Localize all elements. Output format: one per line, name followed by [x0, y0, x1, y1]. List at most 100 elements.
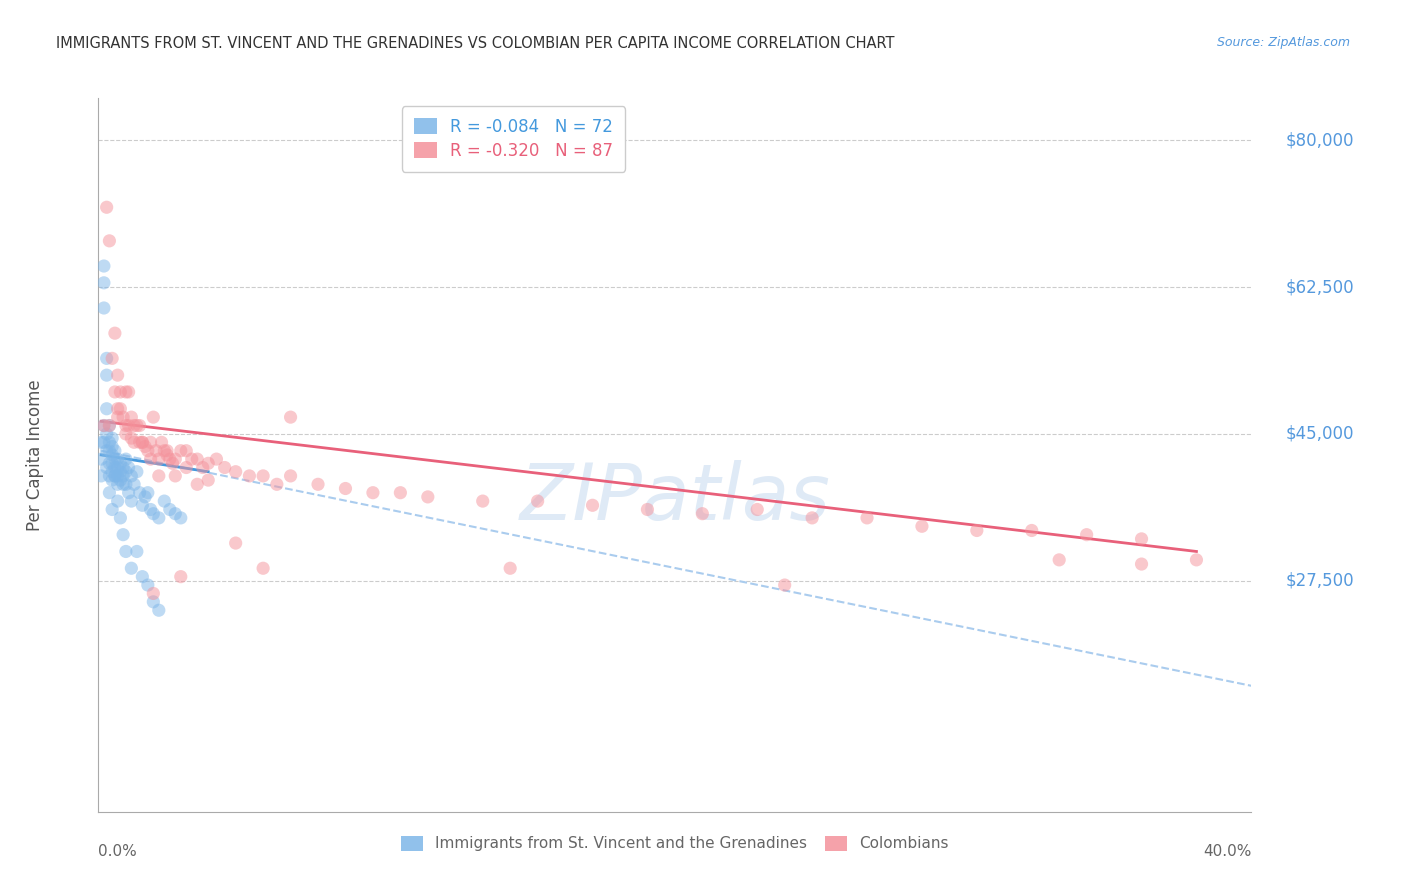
Point	[104, 326, 127, 341]
Point	[96, 368, 118, 383]
Point	[93, 418, 115, 433]
Point	[98, 234, 121, 248]
Point	[801, 511, 824, 525]
Point	[139, 435, 162, 450]
Point	[125, 418, 148, 433]
Point	[499, 561, 522, 575]
Point	[148, 511, 170, 525]
Point	[101, 502, 124, 516]
Point	[120, 410, 142, 425]
Point	[205, 452, 228, 467]
Point	[112, 477, 135, 491]
Point	[174, 443, 197, 458]
Point	[98, 443, 121, 458]
Point	[225, 465, 247, 479]
Point	[142, 507, 165, 521]
Point	[98, 469, 121, 483]
Text: Source: ZipAtlas.com: Source: ZipAtlas.com	[1216, 36, 1350, 49]
Point	[856, 511, 879, 525]
Point	[93, 435, 115, 450]
Point	[148, 603, 170, 617]
Point	[115, 418, 138, 433]
Point	[252, 469, 274, 483]
Point	[93, 276, 115, 290]
Point	[186, 452, 208, 467]
Point	[122, 477, 145, 491]
Point	[98, 435, 121, 450]
Point	[191, 460, 214, 475]
Text: $27,500: $27,500	[1286, 572, 1354, 590]
Point	[197, 473, 219, 487]
Point	[1185, 553, 1208, 567]
Point	[110, 456, 132, 470]
Point	[389, 485, 412, 500]
Point	[120, 469, 142, 483]
Point	[115, 384, 138, 399]
Point	[115, 477, 138, 491]
Point	[90, 469, 112, 483]
Point	[112, 460, 135, 475]
Point	[122, 435, 145, 450]
Point	[165, 469, 187, 483]
Point	[110, 465, 132, 479]
Point	[117, 485, 139, 500]
Point	[1047, 553, 1070, 567]
Point	[134, 440, 156, 454]
Point	[112, 469, 135, 483]
Point	[692, 507, 714, 521]
Point	[101, 465, 124, 479]
Point	[159, 452, 181, 467]
Point	[96, 200, 118, 214]
Point	[335, 482, 357, 496]
Point	[165, 507, 187, 521]
Point	[107, 452, 129, 467]
Point	[165, 452, 187, 467]
Point	[139, 452, 162, 467]
Point	[104, 443, 127, 458]
Point	[110, 401, 132, 416]
Legend: Immigrants from St. Vincent and the Grenadines, Colombians: Immigrants from St. Vincent and the Gren…	[395, 830, 955, 857]
Point	[93, 301, 115, 315]
Text: $62,500: $62,500	[1286, 278, 1354, 296]
Point	[90, 452, 112, 467]
Point	[128, 418, 150, 433]
Point	[526, 494, 548, 508]
Point	[131, 498, 153, 512]
Point	[104, 384, 127, 399]
Point	[96, 426, 118, 441]
Point	[128, 435, 150, 450]
Point	[107, 401, 129, 416]
Point	[145, 443, 167, 458]
Point	[125, 544, 148, 558]
Point	[214, 460, 236, 475]
Point	[117, 418, 139, 433]
Text: $80,000: $80,000	[1286, 131, 1354, 149]
Point	[98, 485, 121, 500]
Point	[186, 477, 208, 491]
Point	[131, 569, 153, 583]
Point	[115, 544, 138, 558]
Point	[142, 410, 165, 425]
Point	[136, 578, 159, 592]
Point	[120, 561, 142, 575]
Point	[142, 586, 165, 600]
Text: Per Capita Income: Per Capita Income	[25, 379, 44, 531]
Point	[136, 485, 159, 500]
Point	[911, 519, 934, 533]
Point	[107, 494, 129, 508]
Point	[98, 418, 121, 433]
Point	[148, 452, 170, 467]
Point	[416, 490, 439, 504]
Point	[966, 524, 988, 538]
Point	[170, 443, 193, 458]
Point	[307, 477, 329, 491]
Point	[101, 431, 124, 445]
Point	[98, 418, 121, 433]
Point	[142, 595, 165, 609]
Point	[112, 527, 135, 541]
Point	[101, 351, 124, 366]
Point	[238, 469, 260, 483]
Point	[96, 351, 118, 366]
Point	[134, 490, 156, 504]
Point	[153, 443, 176, 458]
